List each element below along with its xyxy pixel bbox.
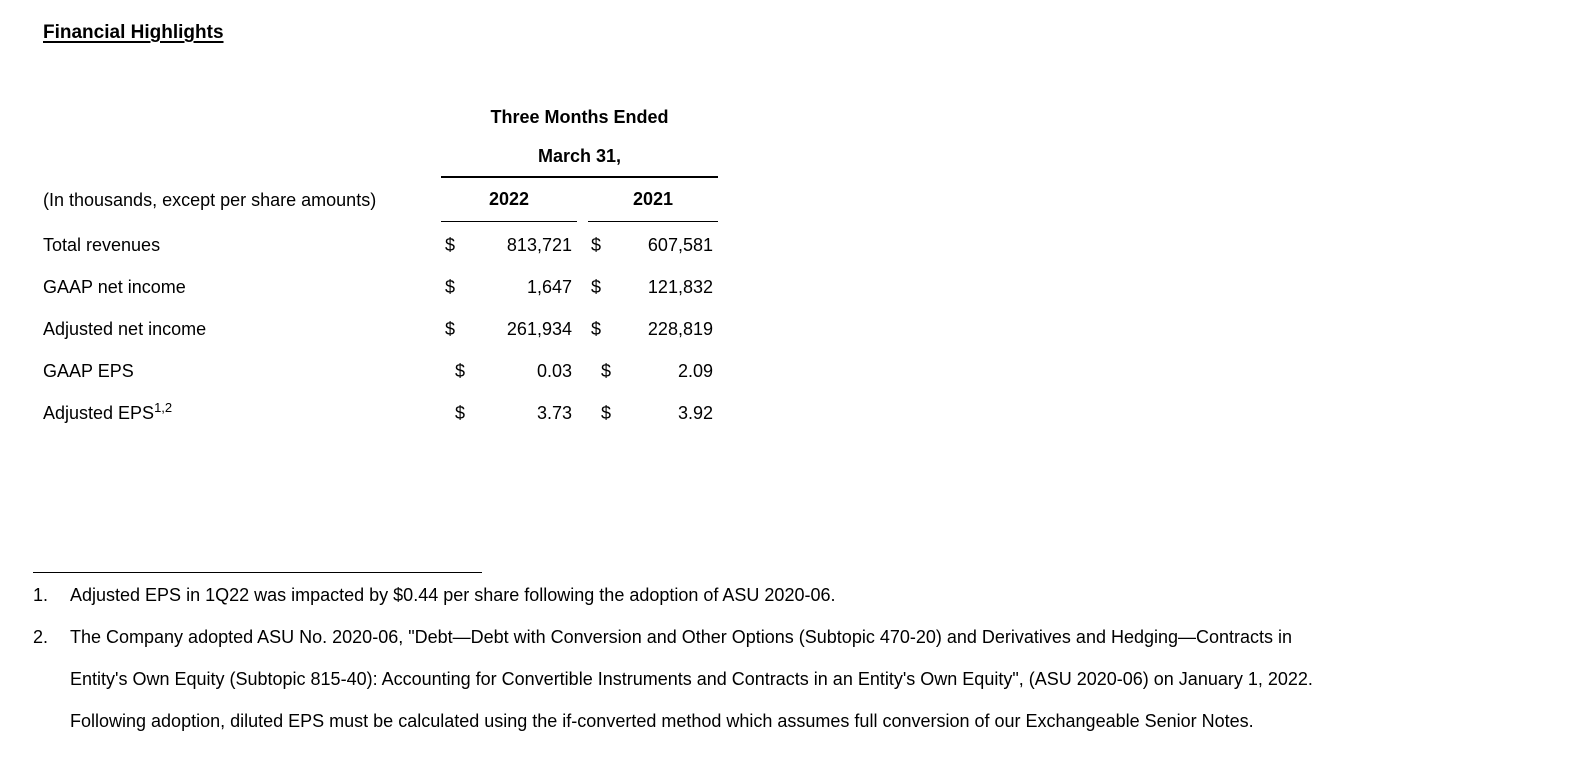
row-label: GAAP EPS [43,360,134,381]
column-header-2022: 2022 [441,178,577,222]
currency-symbol: $ [591,234,602,255]
cell-value: 607,581 [647,234,713,255]
table-group-header: Three Months Ended March 31, [441,97,718,178]
row-label-text: Adjusted EPS [43,402,155,423]
currency-symbol: $ [455,360,466,381]
footnote-line: Following adoption, diluted EPS must be … [70,711,1254,731]
footnote-number: 1. [33,585,49,605]
cell-value: 228,819 [647,318,713,339]
cell-value: 1,647 [526,276,572,297]
footnote-2: 2. The Company adopted ASU No. 2020-06, … [33,616,1529,742]
currency-symbol: $ [591,318,602,339]
table-row: Total revenues $ 813,721 $ 607,581 [43,224,718,266]
currency-symbol: $ [445,276,456,297]
currency-symbol: $ [591,276,602,297]
cell-2021: $ 3.92 [588,403,718,424]
cell-value: 813,721 [506,234,572,255]
cell-value: 3.73 [536,402,572,423]
footnote-number: 2. [33,627,49,647]
row-label: Adjusted EPS1,2 [43,399,441,424]
cell-2022: $ 0.03 [441,361,577,382]
row-label: GAAP net income [43,276,186,297]
column-header-2021: 2021 [588,178,718,222]
cell-2021: $ 228,819 [588,319,718,340]
column-gap [577,350,588,392]
currency-symbol: $ [601,402,612,423]
cell-2022: $ 3.73 [441,403,577,424]
footnote-line: Adjusted EPS in 1Q22 was impacted by $0.… [70,585,836,605]
group-header-period: Three Months Ended [490,106,669,127]
units-note: (In thousands, except per share amounts) [43,189,377,210]
table-row: Adjusted net income $ 261,934 $ 228,819 [43,308,718,350]
cell-2022: $ 813,721 [441,235,577,256]
table-body: Total revenues $ 813,721 $ 607,581 GAAP … [43,224,718,434]
currency-symbol: $ [445,234,456,255]
column-gap [577,308,588,350]
table-column-header-row: (In thousands, except per share amounts)… [43,178,718,222]
currency-symbol: $ [455,402,466,423]
cell-2021: $ 2.09 [588,361,718,382]
column-gap [577,224,588,266]
cell-2021: $ 607,581 [588,235,718,256]
cell-value: 2.09 [677,360,713,381]
cell-2022: $ 261,934 [441,319,577,340]
table-row: Adjusted EPS1,2 $ 3.73 $ 3.92 [43,392,718,434]
cell-2021: $ 121,832 [588,277,718,298]
footnotes-list: 1. Adjusted EPS in 1Q22 was impacted by … [33,574,1529,742]
footnote-text: The Company adopted ASU No. 2020-06, "De… [70,616,1529,742]
column-gap [577,392,588,434]
table-row: GAAP net income $ 1,647 $ 121,832 [43,266,718,308]
column-gap [577,266,588,308]
page-title: Financial Highlights [43,22,224,43]
financial-highlights-table: Three Months Ended March 31, (In thousan… [43,97,718,434]
footnote-1: 1. Adjusted EPS in 1Q22 was impacted by … [33,574,1529,616]
footnote-reference: 1,2 [154,399,173,415]
footnotes-section: 1. Adjusted EPS in 1Q22 was impacted by … [33,572,1529,742]
cell-value: 0.03 [536,360,572,381]
row-label: Adjusted net income [43,318,207,339]
currency-symbol: $ [445,318,456,339]
currency-symbol: $ [601,360,612,381]
footnote-line: The Company adopted ASU No. 2020-06, "De… [70,627,1293,647]
group-header-date: March 31, [441,137,718,178]
cell-value: 121,832 [647,276,713,297]
cell-2022: $ 1,647 [441,277,577,298]
column-gap [577,178,588,222]
row-label: Total revenues [43,234,161,255]
cell-value: 261,934 [506,318,572,339]
footnote-line: Entity's Own Equity (Subtopic 815-40): A… [70,669,1313,689]
footnote-text: Adjusted EPS in 1Q22 was impacted by $0.… [70,574,1529,616]
cell-value: 3.92 [677,402,713,423]
table-row: GAAP EPS $ 0.03 $ 2.09 [43,350,718,392]
footnotes-divider [33,572,482,573]
